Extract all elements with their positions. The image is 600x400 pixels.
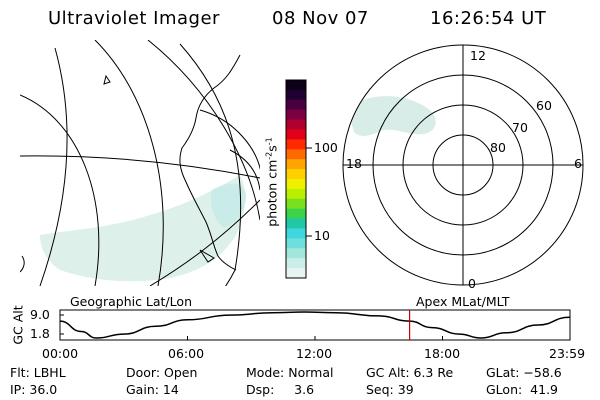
xtick-1800: 18:00 [424,346,461,361]
colorbar-label-100: 100 [314,140,338,155]
colorbar-segment [286,228,306,239]
colorbar-segment [286,179,306,190]
xtick-0600: 06:00 [168,346,205,361]
coastline [199,249,215,263]
colorbar-segment [286,119,306,130]
colorbar-segment [286,268,306,279]
colorbar-segment [286,129,306,140]
colorbar-segment [286,248,306,259]
glon-info: GLon: 41.9 [486,382,558,397]
coastline [179,54,241,271]
ytick-bottom-label: 1.8 [30,326,50,341]
colorbar-label-10: 10 [314,228,330,243]
xtick-1200: 12:00 [296,346,333,361]
grid-line [149,199,260,286]
grid-line [229,149,260,191]
colorbar-frame [285,79,307,279]
ytick-top-label: 9.0 [30,307,50,322]
colorbar-segment [286,149,306,160]
colorbar-segment [286,169,306,180]
grid-line [20,155,260,179]
time-label: 16:26:54 UT [430,8,547,29]
mlt-label-12: 12 [470,48,486,63]
gain-info: Gain: 14 [126,382,179,397]
colorbar-segment [286,238,306,249]
colorbar-segment [286,218,306,229]
xtick-2359: 23:59 [549,346,586,361]
geographic-map [20,40,260,286]
polar-plot [342,44,584,286]
colorbar-segment [286,139,306,150]
door-info: Door: Open [126,365,198,380]
colorbar [285,79,312,279]
colorbar-segment [286,99,306,111]
aurora-emission-polar [351,96,436,136]
mlt-label-0: 0 [468,276,476,291]
apex-label: Apex MLat/MLT [416,294,510,309]
unit-exp2: -1 [264,137,274,146]
unit-base: photon cm [264,159,280,227]
grid-line [147,40,260,221]
filter-info: Flt: LBHL [10,365,66,380]
seq-info: Seq: 39 [366,382,414,397]
mlat-label-80: 80 [490,140,506,155]
aurora-bright-patch [210,183,246,228]
mode-info: Mode: Normal [246,365,334,380]
ip-info: IP: 36.0 [10,382,58,397]
unit-mid: s [264,145,280,152]
colorbar-segment [286,198,306,210]
colorbar-segment [286,208,306,219]
colorbar-segment [286,89,306,101]
colorbar-segment [286,188,306,200]
colorbar-segment [286,80,306,91]
coastline [103,74,111,85]
glat-info: GLat: −58.6 [486,365,562,380]
mlat-label-60: 60 [536,98,552,113]
geographic-label: Geographic Lat/Lon [70,294,192,309]
colorbar-unit: photon cm-2s-1 [264,137,279,226]
gc-alt-info: GC Alt: 6.3 Re [366,365,454,380]
mlt-label-18: 18 [346,156,362,171]
xtick-0000: 00:00 [42,346,79,361]
coastline [20,255,25,273]
colorbar-segment [286,159,306,170]
altitude-ylabel: GC Alt [10,305,26,345]
grid-line [39,47,68,286]
instrument-title: Ultraviolet Imager [48,8,220,29]
colorbar-segment [286,258,306,269]
grid-line [20,94,100,286]
dsp-info: Dsp: 3.6 [246,382,315,397]
mlat-label-70: 70 [512,120,528,135]
aurora-emission-map [40,175,245,282]
orbit-altitude-curve [59,311,570,339]
unit-exp1: -2 [264,151,274,160]
grid-line [179,43,242,286]
altitude-plot [59,309,571,341]
grid-line [199,109,260,171]
grid-line [94,40,164,286]
colorbar-segment [286,109,306,120]
date-label: 08 Nov 07 [272,8,369,29]
mlt-label-6: 6 [574,156,582,171]
